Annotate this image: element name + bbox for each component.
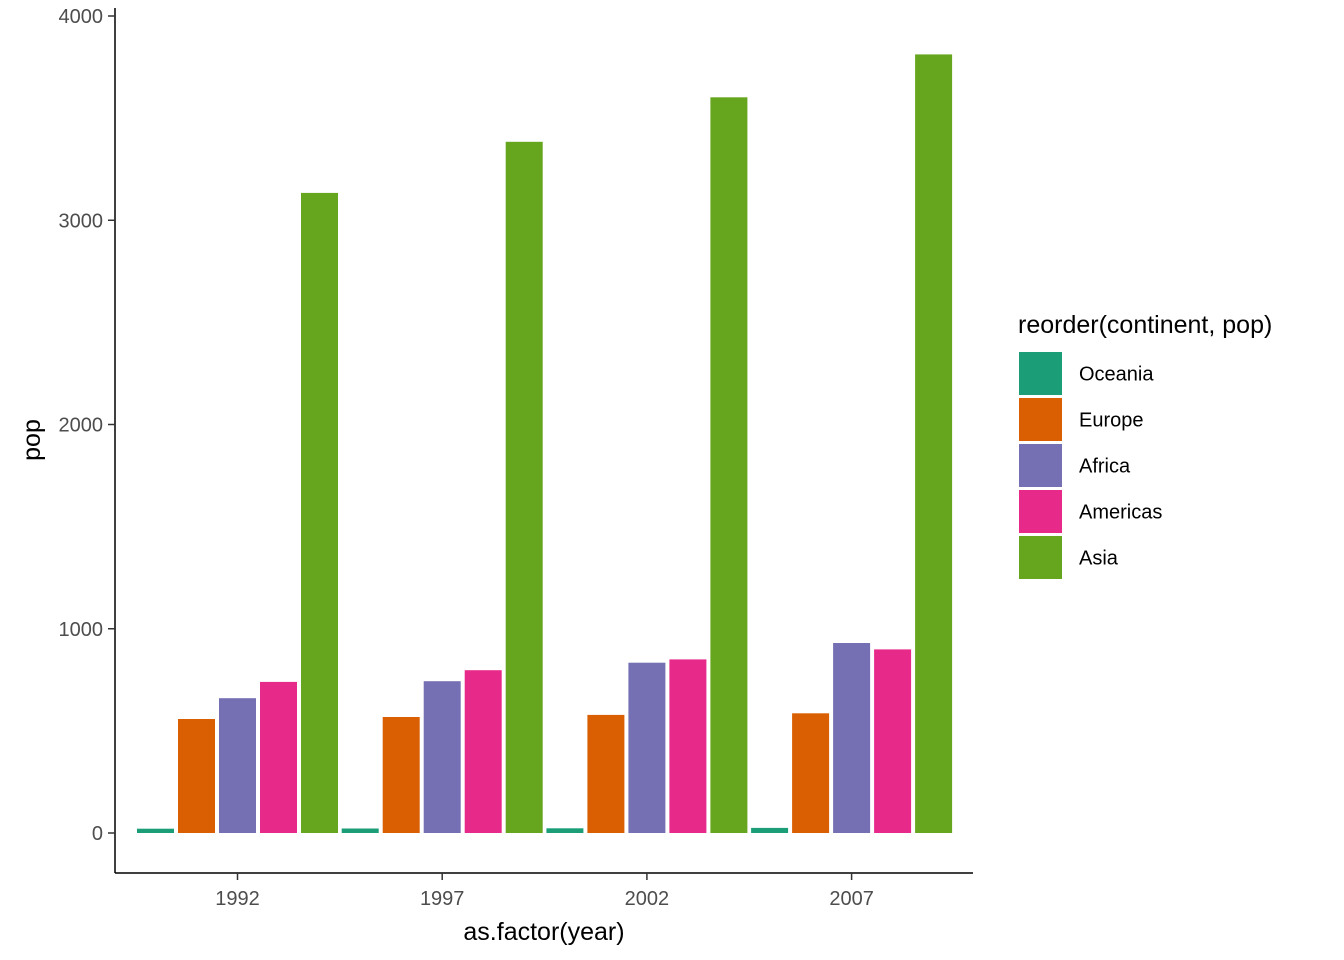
bar-americas-1992: [260, 681, 297, 833]
y-tick-label: 3000: [59, 210, 104, 232]
bar-asia-2002: [710, 97, 748, 834]
legend-key-americas: [1019, 490, 1062, 533]
bar-asia-2007: [915, 54, 953, 833]
bar-asia-1992: [301, 192, 338, 833]
x-tick-label: 2002: [625, 888, 670, 910]
bar-oceania-1997: [341, 828, 379, 833]
x-axis-title: as.factor(year): [463, 918, 624, 946]
bars-layer: [137, 54, 953, 834]
y-tick-label: 4000: [59, 6, 104, 28]
x-tick-label: 2007: [829, 888, 874, 910]
legend-label-europe: Europe: [1079, 410, 1144, 432]
y-tick-label: 2000: [59, 415, 104, 437]
bar-europe-2007: [792, 713, 830, 833]
bar-africa-1997: [423, 681, 461, 833]
y-tick-label: 1000: [59, 619, 104, 641]
y-ticks: 0 1000 2000 3000 4000: [59, 6, 115, 845]
legend-label-americas: Americas: [1079, 502, 1162, 524]
x-tick-label: 1997: [420, 888, 465, 910]
bar-africa-2002: [628, 662, 666, 833]
legend-label-oceania: Oceania: [1079, 364, 1154, 386]
legend-key-oceania: [1019, 352, 1062, 395]
x-ticks: 1992 1997 2002 2007: [215, 873, 874, 910]
axes-layer: [114, 8, 973, 874]
legend-key-africa: [1019, 444, 1062, 487]
legend-items: Oceania Europe Africa Americas Asia: [1019, 352, 1162, 579]
bar-oceania-2007: [751, 827, 789, 833]
legend-label-africa: Africa: [1079, 456, 1131, 478]
bar-africa-1992: [219, 698, 256, 833]
legend: reorder(continent, pop) Oceania Europe Afr…: [1018, 311, 1272, 579]
y-axis-title: pop: [18, 419, 46, 461]
bar-europe-1997: [382, 717, 420, 833]
bar-oceania-1992: [137, 828, 174, 833]
y-tick-label: 0: [92, 823, 103, 845]
x-tick-label: 1992: [215, 888, 260, 910]
bar-americas-2007: [874, 649, 912, 833]
legend-title: reorder(continent, pop): [1018, 311, 1272, 339]
bar-asia-1997: [505, 141, 543, 834]
legend-key-asia: [1019, 536, 1062, 579]
legend-key-europe: [1019, 398, 1062, 441]
bar-europe-1992: [178, 719, 215, 833]
bar-europe-2002: [587, 714, 625, 833]
bar-americas-2002: [669, 659, 707, 833]
bar-oceania-2002: [546, 828, 584, 833]
bar-americas-1997: [464, 670, 502, 833]
bar-africa-2007: [833, 643, 871, 833]
legend-label-asia: Asia: [1079, 548, 1119, 570]
